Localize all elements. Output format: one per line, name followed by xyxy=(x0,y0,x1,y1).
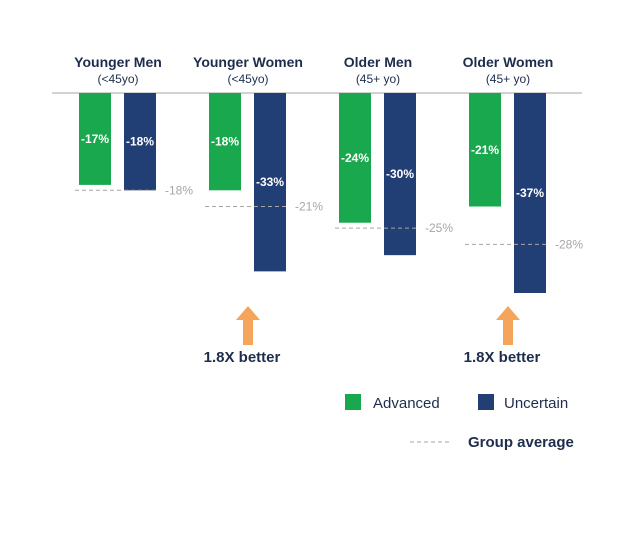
bar-uncertain xyxy=(254,93,286,272)
category-sublabel: (<45yo) xyxy=(97,72,138,86)
category-sublabel: (<45yo) xyxy=(227,72,268,86)
category-label: Younger Women xyxy=(193,54,303,70)
bar-uncertain xyxy=(124,93,156,191)
category-label: Older Women xyxy=(463,54,554,70)
up-arrow-icon xyxy=(236,306,260,345)
bar-advanced xyxy=(79,93,111,185)
legend-label-advanced: Advanced xyxy=(373,395,440,412)
callout-label: 1.8X better xyxy=(464,349,541,366)
group-average-label: -21% xyxy=(295,200,323,214)
bar-advanced xyxy=(469,93,501,207)
bar-value-label: -17% xyxy=(81,132,109,146)
bar-value-label: -21% xyxy=(471,143,499,157)
category-sublabel: (45+ yo) xyxy=(356,72,400,86)
callout-label: 1.8X better xyxy=(204,349,281,366)
group-3: Older Women (45+ yo) -21% -37% -28% xyxy=(463,54,583,293)
bar-value-label: -37% xyxy=(516,186,544,200)
callout: 1.8X better xyxy=(464,306,541,366)
bar-value-label: -18% xyxy=(211,135,239,149)
category-sublabel: (45+ yo) xyxy=(486,72,530,86)
group-0: Younger Men (<45yo) -17% -18% -18% xyxy=(74,54,193,197)
up-arrow-icon xyxy=(496,306,520,345)
legend-swatch-uncertain xyxy=(478,394,494,410)
group-1: Younger Women (<45yo) -18% -33% -21% xyxy=(193,54,323,272)
legend-label-uncertain: Uncertain xyxy=(504,395,568,412)
legend: Advanced Uncertain Group average xyxy=(345,394,574,451)
bar-value-label: -33% xyxy=(256,175,284,189)
group-average-label: -18% xyxy=(165,183,193,197)
bar-advanced xyxy=(209,93,241,191)
bar-value-label: -18% xyxy=(126,135,154,149)
legend-label-average: Group average xyxy=(468,434,574,451)
callout: 1.8X better xyxy=(204,306,281,366)
bar-value-label: -30% xyxy=(386,167,414,181)
legend-swatch-advanced xyxy=(345,394,361,410)
bar-advanced xyxy=(339,93,371,223)
category-label: Younger Men xyxy=(74,54,162,70)
group-2: Older Men (45+ yo) -24% -30% -25% xyxy=(335,54,453,256)
group-average-label: -28% xyxy=(555,237,583,251)
category-label: Older Men xyxy=(344,54,412,70)
bar-value-label: -24% xyxy=(341,151,369,165)
bar-uncertain xyxy=(514,93,546,293)
group-average-label: -25% xyxy=(425,221,453,235)
